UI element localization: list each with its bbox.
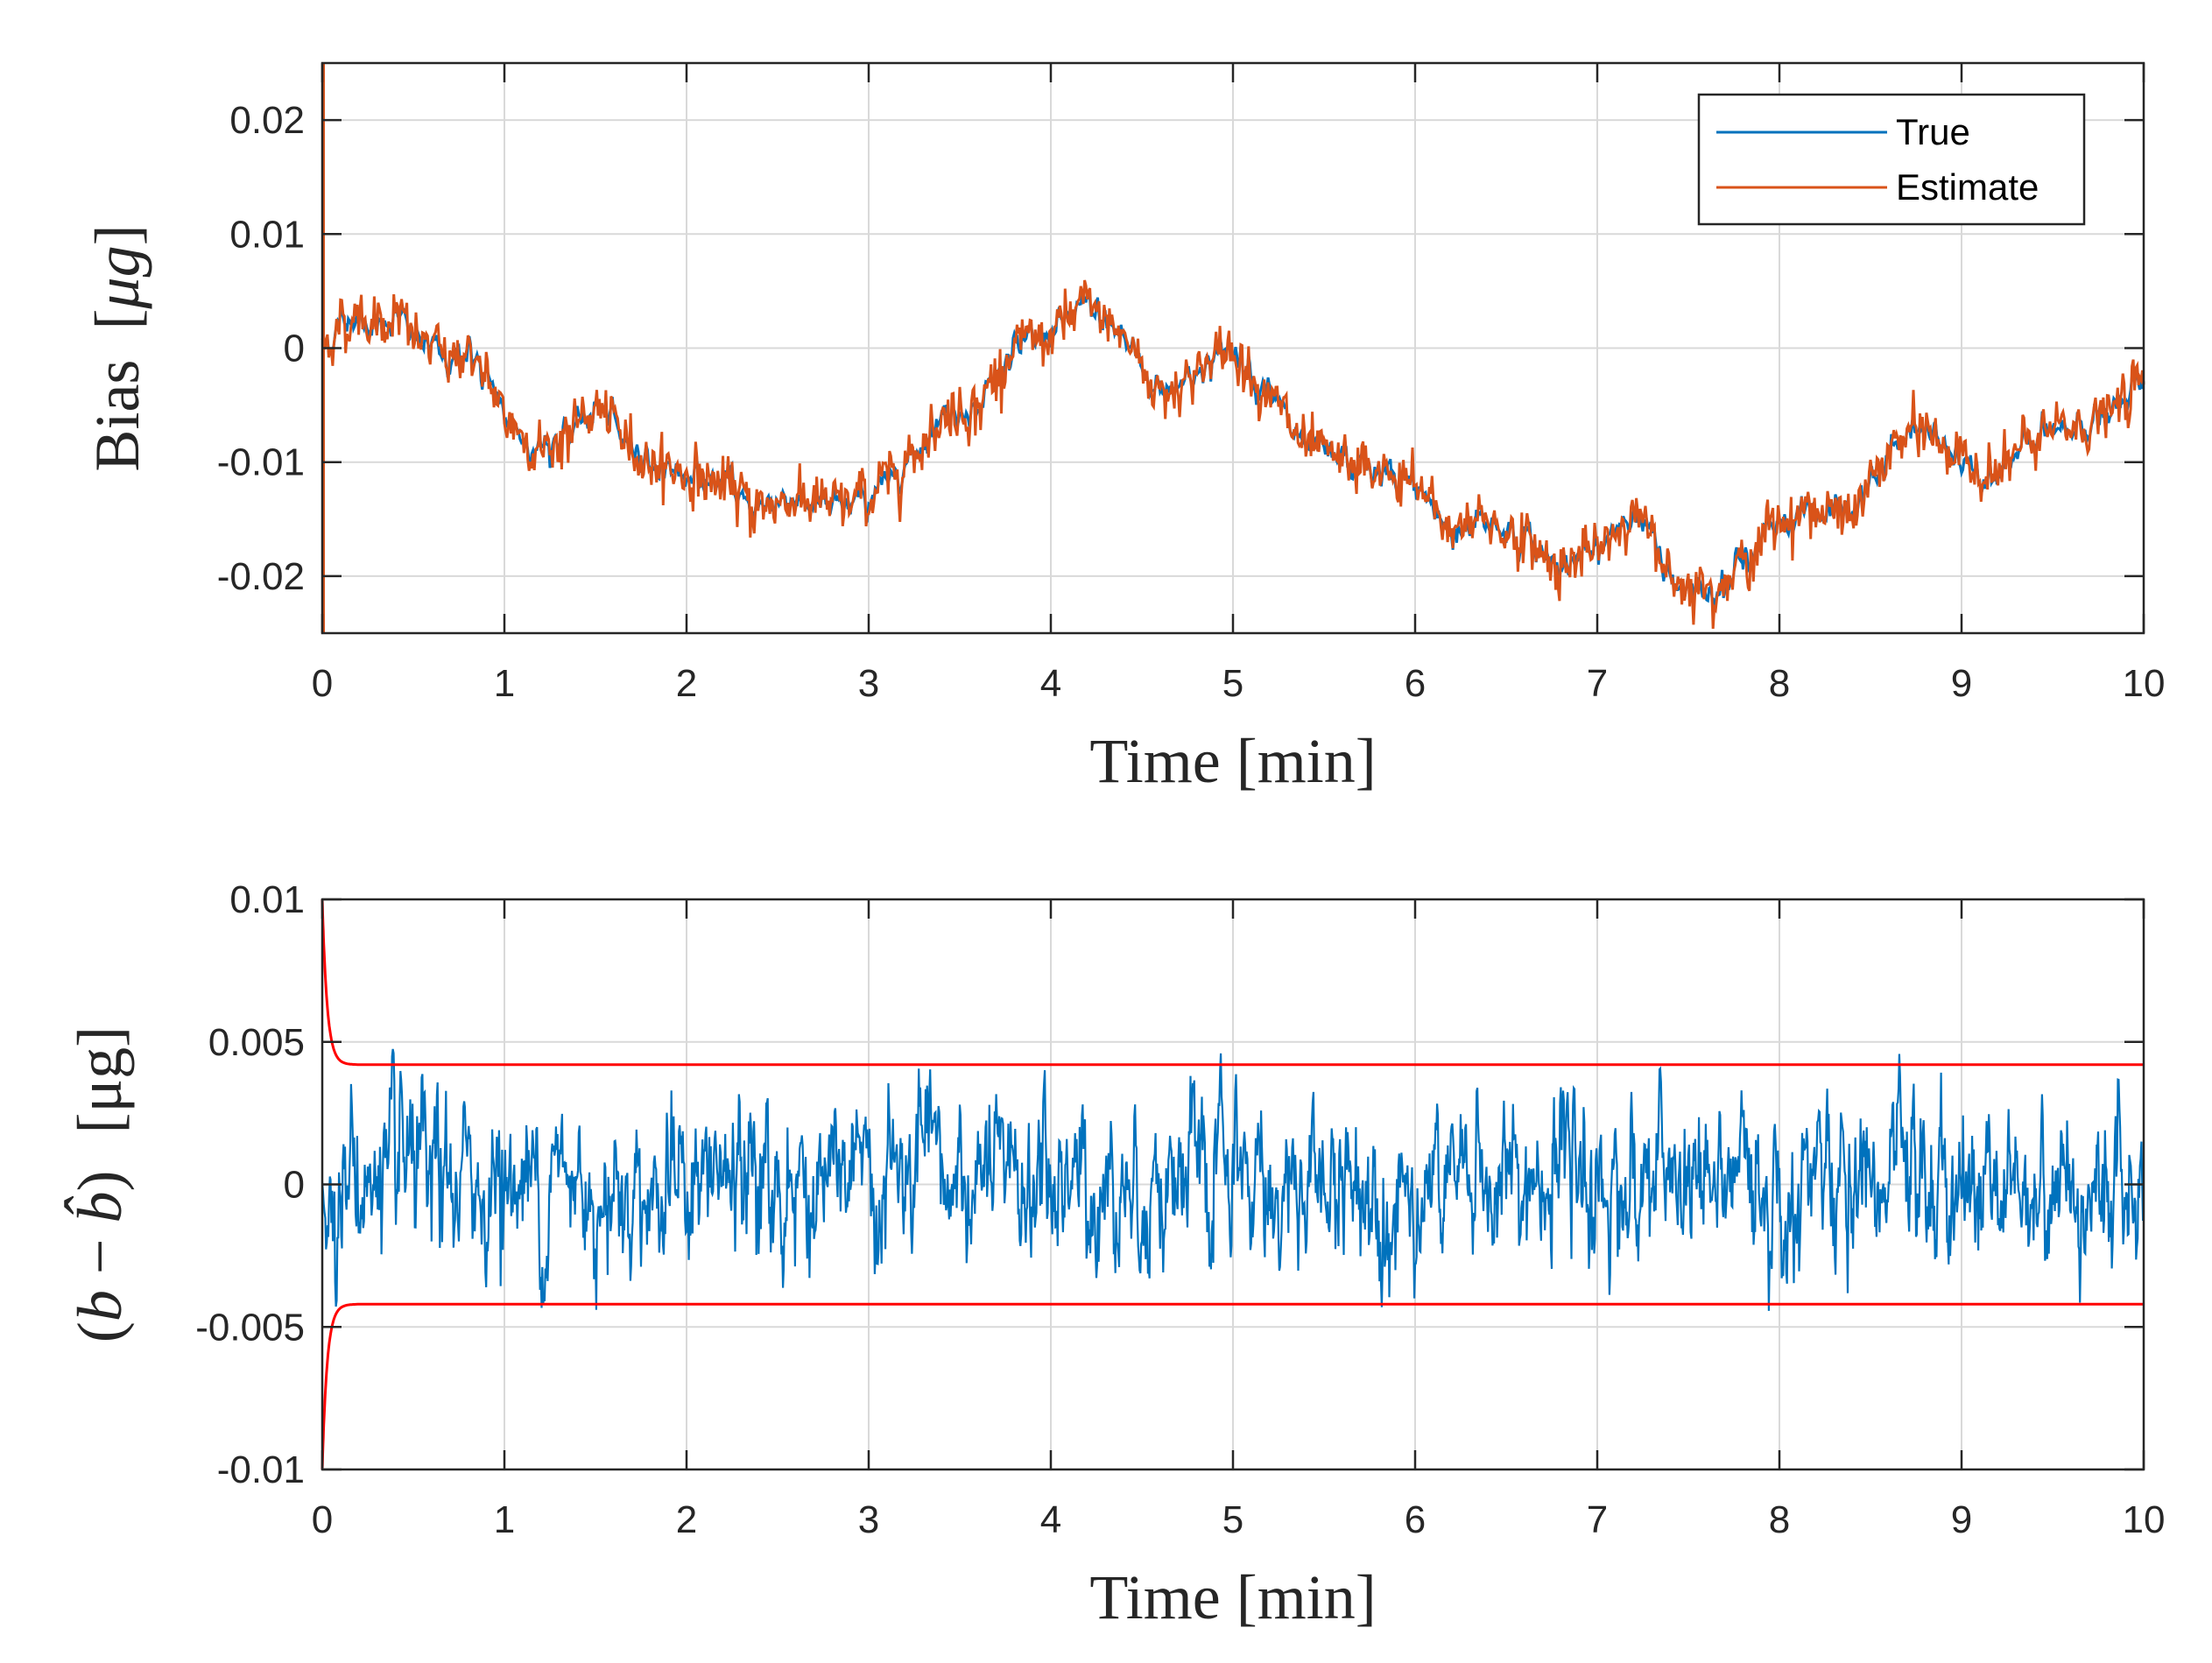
p1-x-tick-label: 5 <box>1222 662 1243 705</box>
legend-true-label: True <box>1896 111 1970 152</box>
p2-x-tick-label: 0 <box>312 1498 333 1541</box>
p1-x-tick-label: 6 <box>1405 662 1426 705</box>
p1-x-tick-label: 7 <box>1587 662 1608 705</box>
p1-x-tick-label: 9 <box>1951 662 1972 705</box>
estimation-error-line <box>321 1048 2145 1311</box>
p2-x-tick-label: 5 <box>1222 1498 1243 1541</box>
lower-bound-line <box>321 1302 2144 1469</box>
p1-x-tick-label: 2 <box>676 662 697 705</box>
p2-x-tick-label: 4 <box>1040 1498 1061 1541</box>
error-y-tick-labels: 0.01 0.005 0 -0.005 -0.01 <box>195 878 305 1491</box>
p2-x-tick-label: 7 <box>1587 1498 1608 1541</box>
legend-box <box>1697 93 2086 226</box>
estimate-bias-line <box>321 279 2145 629</box>
bias-y-tick-labels: 0.02 0.01 0 -0.01 -0.02 <box>217 99 305 598</box>
p1-x-tick-label: 1 <box>494 662 515 705</box>
p1-x-tick-label: 4 <box>1040 662 1061 705</box>
p2-y-tick-label: -0.01 <box>217 1448 305 1491</box>
bias-x-tick-labels: 0 1 2 3 4 5 6 7 8 9 10 <box>312 662 2166 705</box>
p2-y-tick-label: -0.005 <box>195 1306 305 1349</box>
bias-subplot: 0 1 2 3 4 5 6 7 8 9 10 0.02 0.01 0 -0.01 -0.02 Time [m… <box>82 61 2166 796</box>
bias-ticks <box>321 63 2145 633</box>
p1-y-tick-label: 0 <box>284 328 305 370</box>
p2-y-tick-label: 0.01 <box>229 878 305 921</box>
error-subplot: 0 1 2 3 4 5 6 7 8 9 10 0.01 0.005 0 -0.005 -0.01 Time … <box>65 878 2166 1632</box>
p1-y-tick-label: 0.02 <box>229 99 305 142</box>
error-x-tick-labels: 0 1 2 3 4 5 6 7 8 9 10 <box>312 1498 2166 1541</box>
p2-y-tick-label: 0.005 <box>208 1021 305 1064</box>
error-y-axis-label: (b − b̂) [μg] <box>65 1026 135 1342</box>
error-series-group <box>321 899 2145 1469</box>
p2-x-tick-label: 2 <box>676 1498 697 1541</box>
p2-x-tick-label: 3 <box>858 1498 879 1541</box>
upper-bound-line <box>321 899 2144 1067</box>
p2-x-tick-label: 6 <box>1405 1498 1426 1541</box>
p1-x-tick-label: 3 <box>858 662 879 705</box>
p1-y-tick-label: -0.02 <box>217 555 305 598</box>
p1-y-tick-label: -0.01 <box>217 441 305 484</box>
p2-x-tick-label: 10 <box>2123 1498 2166 1541</box>
p1-y-tick-label: 0.01 <box>229 213 305 256</box>
error-x-axis-label: Time [min] <box>1089 1562 1376 1632</box>
p2-x-tick-label: 8 <box>1769 1498 1790 1541</box>
p1-x-tick-label: 8 <box>1769 662 1790 705</box>
bias-y-axis-label: Bias [μg] <box>82 224 152 471</box>
p1-x-tick-label: 10 <box>2123 662 2166 705</box>
p1-x-tick-label: 0 <box>312 662 333 705</box>
bias-legend: True Estimate <box>1697 93 2086 226</box>
p2-x-tick-label: 1 <box>494 1498 515 1541</box>
bias-x-axis-label: Time [min] <box>1089 726 1376 796</box>
p2-y-tick-label: 0 <box>284 1164 305 1207</box>
legend-estimate-label: Estimate <box>1896 166 2039 208</box>
error-ticks <box>321 898 2145 1471</box>
p2-x-tick-label: 9 <box>1951 1498 1972 1541</box>
